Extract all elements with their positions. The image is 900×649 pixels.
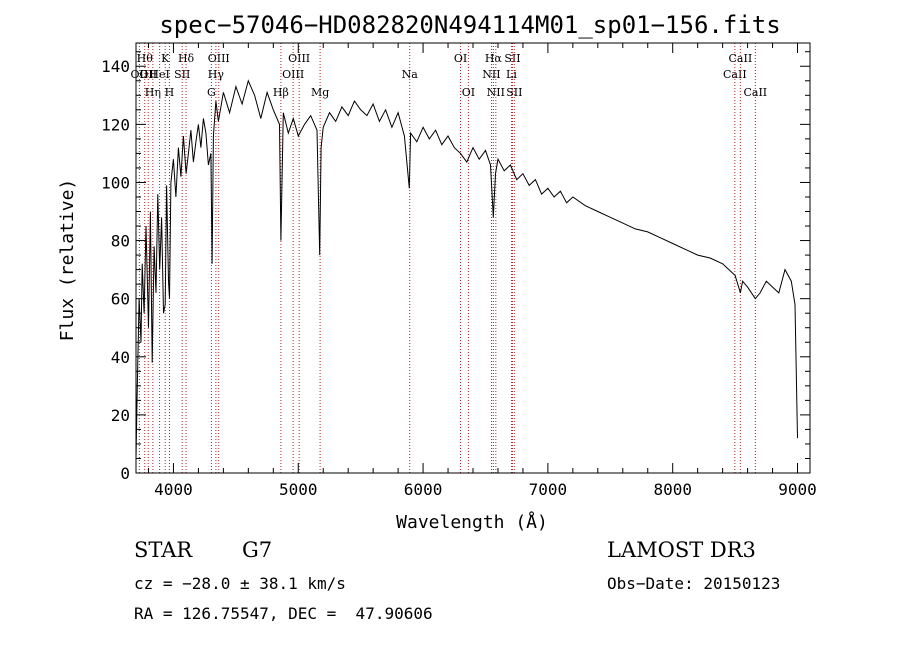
x-tick-label: 4000 xyxy=(154,480,193,499)
marker-label: SII xyxy=(174,68,190,81)
marker-label: Hθ xyxy=(137,52,154,65)
marker-label: Hβ xyxy=(273,86,289,99)
marker-label: Hα xyxy=(485,52,503,65)
y-tick-label: 100 xyxy=(101,173,130,192)
marker-label: Na xyxy=(402,68,419,81)
marker-label: Hγ xyxy=(208,68,225,81)
redshift-text: cz = −28.0 ± 38.1 km/s xyxy=(134,574,346,593)
y-tick-label: 40 xyxy=(111,348,130,367)
y-tick-label: 0 xyxy=(120,464,130,483)
marker-label: Hη xyxy=(145,86,161,99)
y-tick-label: 60 xyxy=(111,290,130,309)
x-tick-label: 7000 xyxy=(529,480,568,499)
y-tick-label: 120 xyxy=(101,115,130,134)
marker-label: OIII xyxy=(282,68,304,81)
line-markers: OII Hθ OII Hη HeI K H SII Hδ G Hγ OIII Hβ OIII OIII Mg N… xyxy=(131,43,767,473)
marker-label: SII xyxy=(506,86,522,99)
y-tick-label: 80 xyxy=(111,232,130,251)
marker-label: NII xyxy=(482,68,500,81)
marker-label: OIII xyxy=(208,52,230,65)
marker-label: CaII xyxy=(743,86,767,99)
marker-label: K xyxy=(161,52,170,65)
object-class: STAR xyxy=(134,538,192,562)
obs-date: Obs−Date: 20150123 xyxy=(607,574,780,593)
y-axis: 0 20 40 60 80 100 120 140 xyxy=(101,51,810,483)
marker-label: H xyxy=(165,86,175,99)
spectrum-series xyxy=(135,79,798,459)
spectrum-line xyxy=(135,79,798,459)
coordinates: RA = 126.75547, DEC = 47.90606 xyxy=(134,604,433,623)
object-subclass-label: G7 xyxy=(242,538,273,562)
x-tick-label: 8000 xyxy=(653,480,692,499)
marker-label: OI xyxy=(454,52,467,65)
marker-label: SII xyxy=(504,52,520,65)
marker-label: CaII xyxy=(723,68,747,81)
marker-label: OII xyxy=(131,68,149,81)
marker-label: OII xyxy=(139,68,157,81)
marker-label: OI xyxy=(462,86,475,99)
marker-label: NII xyxy=(487,86,505,99)
y-axis-label: Flux (relative) xyxy=(57,179,78,342)
x-tick-label: 9000 xyxy=(778,480,817,499)
object-class-label: STAR xyxy=(134,538,193,562)
chart-title: spec−57046−HD082820N494114M01_sp01−156.f… xyxy=(159,11,780,39)
marker-label: OIII xyxy=(288,52,310,65)
x-tick-label: 5000 xyxy=(279,480,318,499)
marker-label: G xyxy=(207,86,216,99)
marker-label: HeI xyxy=(149,68,169,81)
obs-date-text: Obs−Date: 20150123 xyxy=(607,574,781,593)
redshift-readout: cz = −28.0 ± 38.1 km/s xyxy=(134,574,346,593)
object-subclass: G7 xyxy=(242,538,272,562)
x-tick-label: 6000 xyxy=(404,480,443,499)
survey-name: LAMOST DR3 xyxy=(607,538,756,562)
marker-label: CaII xyxy=(729,52,753,65)
marker-label: Li xyxy=(506,68,517,81)
coordinates-text: RA = 126.75547, DEC = 47.90606 xyxy=(134,604,433,623)
survey-name-label: LAMOST DR3 xyxy=(607,538,756,562)
x-axis-label: Wavelength (Å) xyxy=(396,511,548,533)
x-axis: 4000 5000 6000 7000 8000 9000 xyxy=(147,43,817,499)
y-tick-label: 20 xyxy=(111,406,130,425)
y-tick-label: 140 xyxy=(101,57,130,76)
marker-label: Mg xyxy=(311,86,329,99)
marker-label: Hδ xyxy=(178,52,195,65)
